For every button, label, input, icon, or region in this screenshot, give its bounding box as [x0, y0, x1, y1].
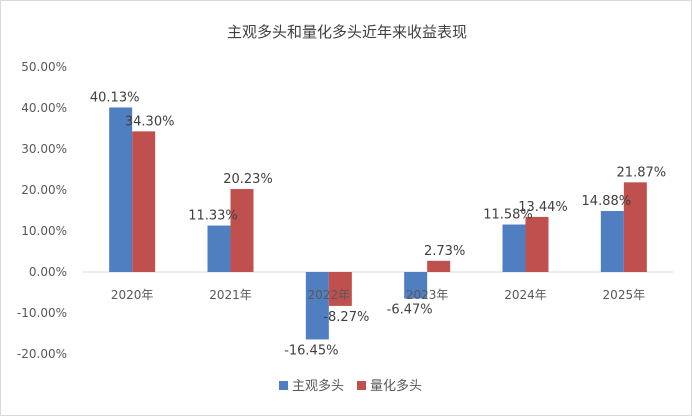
bar-subjective [207, 225, 231, 272]
y-tick-label: 10.00% [21, 224, 67, 238]
y-tick-label: 30.00% [21, 142, 67, 156]
y-tick-label: 0.00% [29, 265, 67, 279]
bar-quant [525, 216, 549, 272]
x-tick-label: 2021年 [209, 288, 252, 302]
data-label: 21.87% [617, 165, 667, 180]
bars [109, 107, 647, 340]
x-tick-label: 2020年 [111, 288, 154, 302]
bar-subjective [404, 272, 428, 299]
bar-quant [623, 182, 647, 272]
legend-swatch [279, 381, 288, 390]
data-label: 40.13% [90, 90, 140, 105]
bar-quant [328, 272, 352, 306]
y-tick-label: 20.00% [21, 183, 67, 197]
data-label: -8.27% [323, 310, 369, 325]
bar-subjective [502, 224, 526, 272]
x-tick-label: 2022年 [308, 288, 351, 302]
data-labels: 40.13% 34.30% 11.33% 20.23% -16.45% -8.27% -6.… [90, 90, 666, 358]
data-label: 20.23% [223, 172, 273, 187]
y-tick-label: -10.00% [17, 306, 67, 320]
y-tick-label: 50.00% [21, 60, 67, 74]
data-label: 2.73% [424, 244, 465, 259]
data-label: 13.44% [518, 200, 568, 215]
bar-quant [427, 260, 451, 272]
legend-swatch [357, 381, 366, 390]
legend: 主观多头 量化多头 [279, 378, 422, 394]
y-tick-label: -20.00% [17, 347, 67, 361]
data-label: -16.45% [284, 343, 338, 358]
legend-label: 量化多头 [370, 378, 422, 394]
legend-label: 主观多头 [292, 378, 344, 394]
data-label: 34.30% [125, 114, 175, 129]
bar-subjective [305, 272, 329, 340]
data-label: 11.58% [483, 208, 533, 223]
bar-quant [132, 131, 156, 272]
data-label: 11.33% [188, 209, 238, 224]
data-label: -6.47% [387, 303, 433, 318]
bar-subjective [109, 107, 133, 272]
chart-title: 主观多头和量化多头近年来收益表现 [227, 23, 467, 41]
x-tick-label: 2025年 [603, 288, 646, 302]
data-label: 14.88% [582, 194, 632, 209]
y-tick-label: 40.00% [21, 101, 67, 115]
x-tick-label: 2023年 [406, 288, 449, 302]
y-axis: 50.00% 40.00% 30.00% 20.00% 10.00% 0.00% -10.0… [17, 60, 67, 361]
bar-subjective [600, 210, 624, 272]
x-tick-label: 2024年 [504, 288, 547, 302]
x-axis-labels: 2020年 2021年 2022年 2023年 2024年 2025年 [111, 288, 645, 302]
bar-quant [230, 189, 254, 272]
